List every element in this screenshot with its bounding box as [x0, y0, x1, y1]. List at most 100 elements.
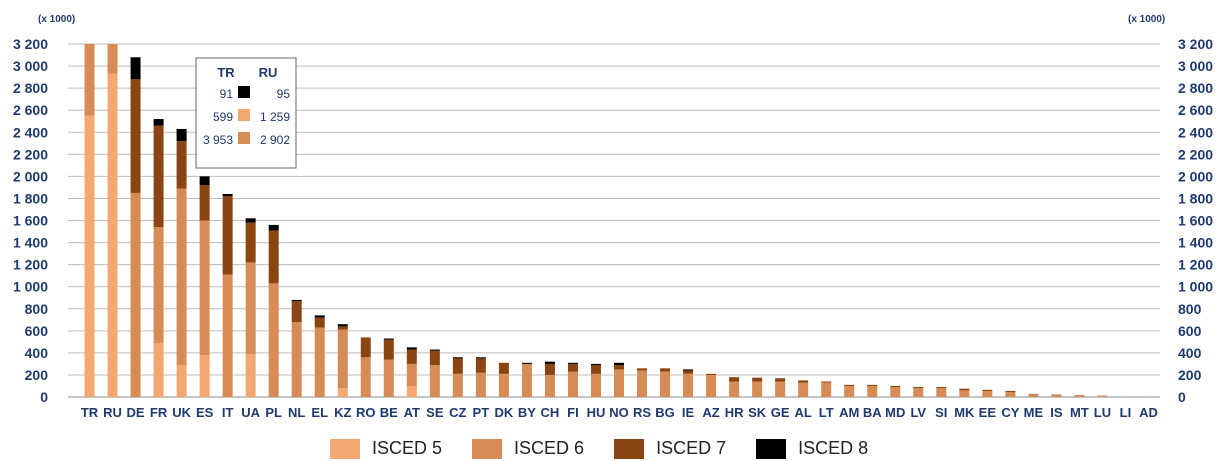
bar-segment	[959, 388, 970, 391]
bar-segment	[798, 382, 809, 397]
y-tick-label: 2 800	[1178, 80, 1213, 96]
bar-segment	[153, 125, 164, 228]
inset-swatch	[238, 109, 250, 121]
x-tick-label: SI	[935, 405, 947, 420]
bar-segment	[1028, 394, 1039, 397]
bar-segment	[660, 368, 671, 372]
x-axis-categories: TR RU DE FR UK ES IT UA PL NL EL KZ RO BE AT SE CZ PT DK BY…	[81, 405, 1158, 420]
bar-segment	[544, 363, 555, 375]
bar-segment	[544, 374, 555, 397]
bar-segment	[153, 119, 164, 126]
bar-segment	[84, 44, 95, 116]
bar-segment	[498, 362, 509, 374]
bar-segment	[268, 224, 279, 231]
bar-segment	[683, 369, 694, 371]
bar-segment	[614, 369, 624, 397]
x-tick-label: HU	[587, 405, 606, 420]
bar-segment	[936, 387, 947, 389]
y-tick-label: 1 600	[13, 213, 48, 229]
bar-segment	[890, 385, 901, 388]
x-tick-label: UK	[172, 405, 191, 420]
x-tick-label: DE	[127, 405, 145, 420]
bar-segment	[222, 274, 233, 397]
bar-segment	[130, 192, 141, 397]
x-tick-label: AL	[794, 405, 811, 420]
y-tick-label: 0	[1178, 389, 1186, 405]
y-tick-label: 200	[1178, 367, 1202, 383]
y-tick-label: 2 200	[1178, 146, 1213, 162]
bar-segment	[982, 390, 993, 397]
bar-segment	[821, 381, 832, 383]
legend-label: ISCED 8	[798, 438, 869, 458]
bar-segment	[1005, 392, 1016, 397]
bar-segment	[107, 73, 118, 398]
y-tick-label: 1 000	[1178, 279, 1213, 295]
bar-segment	[107, 44, 118, 74]
y-tick-label: 2 400	[1178, 124, 1213, 140]
bar-segment	[199, 185, 210, 221]
y-tick-label: 400	[1178, 345, 1202, 361]
x-tick-label: RO	[356, 405, 376, 420]
legend-label: ISCED 7	[656, 438, 727, 458]
y-tick-label: 3 000	[1178, 58, 1213, 74]
x-tick-label: HR	[725, 405, 744, 420]
y-tick-label: 2 000	[1178, 168, 1213, 184]
legend-label: ISCED 5	[372, 438, 443, 458]
bar-segment	[130, 57, 141, 80]
bar-segment	[268, 230, 279, 284]
bar-segment	[383, 338, 394, 340]
x-tick-label: AT	[404, 405, 420, 420]
bar-segment	[590, 373, 601, 397]
bar-segment	[291, 301, 302, 322]
inset-value: 599	[213, 110, 233, 124]
bar-segment	[590, 365, 601, 374]
x-tick-label: CH	[541, 405, 560, 420]
inset-swatch	[238, 86, 250, 98]
inset-value: 91	[220, 87, 234, 101]
bar-segment	[729, 381, 740, 397]
bar-segment	[176, 141, 187, 189]
bar-segment	[706, 373, 717, 375]
x-tick-label: AD	[1139, 405, 1158, 420]
x-tick-label: DK	[495, 405, 514, 420]
bar-segment	[637, 370, 648, 397]
x-tick-label: IE	[682, 405, 695, 420]
bar-segment	[982, 389, 993, 391]
bar-segment	[337, 329, 348, 389]
bar-segment	[383, 359, 394, 397]
bar-segment	[936, 388, 947, 397]
legend-swatch	[472, 438, 503, 459]
inset-value: 95	[277, 87, 291, 101]
x-tick-label: CY	[1001, 405, 1019, 420]
inset-swatch	[238, 132, 250, 144]
bar-segment	[153, 227, 164, 343]
legend-item: ISCED 8	[756, 438, 868, 459]
y-tick-label: 2 000	[13, 168, 48, 184]
bar-segment	[291, 299, 302, 302]
y-tick-label: 2 600	[1178, 102, 1213, 118]
x-tick-label: EL	[311, 405, 328, 420]
bar-segment	[406, 347, 417, 350]
y-tick-label: 2 800	[13, 80, 48, 96]
y-tick-label: 0	[40, 389, 48, 405]
bar-segment	[314, 317, 325, 328]
bar-segment	[337, 326, 348, 330]
y-tick-label: 2 600	[13, 102, 48, 118]
bar-segment	[867, 384, 878, 386]
x-tick-label: BG	[655, 405, 675, 420]
y-tick-label: 200	[25, 367, 49, 383]
bar-segment	[360, 357, 371, 397]
x-tick-label: MD	[885, 405, 905, 420]
bar-segment	[429, 350, 440, 366]
bar-segment	[245, 222, 256, 263]
y-tick-label: 3 200	[1178, 36, 1213, 52]
y-tick-label: 1 600	[1178, 213, 1213, 229]
bar-segment	[222, 196, 233, 275]
bar-segment	[84, 115, 95, 397]
bar-segment	[521, 363, 532, 397]
x-tick-label: UA	[241, 405, 260, 420]
x-tick-label: BE	[380, 405, 398, 420]
legend-swatch	[756, 438, 787, 459]
bar-segment	[775, 381, 786, 397]
